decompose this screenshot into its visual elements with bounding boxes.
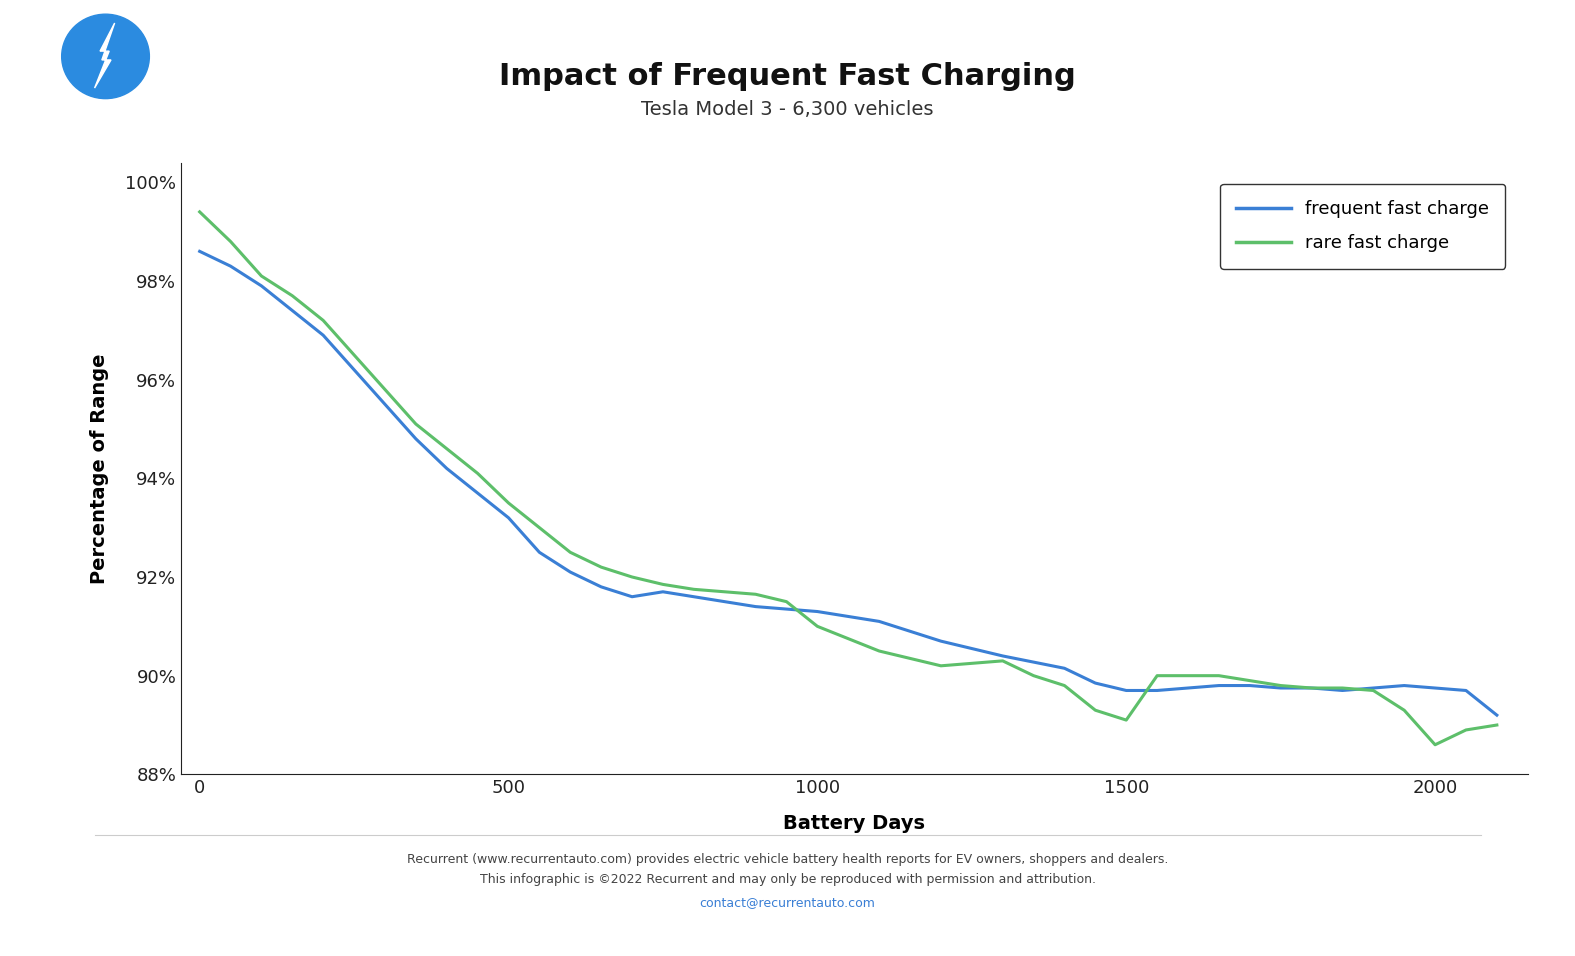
Y-axis label: Percentage of Range: Percentage of Range [90,353,109,584]
Polygon shape [94,23,115,88]
frequent fast charge [1487,709,1506,721]
Circle shape [61,14,150,98]
rare fast charge [1395,705,1414,716]
rare fast charge [654,578,673,590]
frequent fast charge [1148,684,1167,696]
frequent fast charge [1271,683,1290,694]
frequent fast charge [221,260,239,272]
rare fast charge [1024,670,1043,682]
rare fast charge [252,271,271,282]
rare fast charge [1303,683,1321,694]
frequent fast charge [529,547,548,558]
rare fast charge [685,583,704,595]
frequent fast charge [1241,680,1260,691]
rare fast charge [1085,705,1104,716]
rare fast charge [747,589,765,600]
frequent fast charge [808,606,827,618]
frequent fast charge [375,399,394,410]
rare fast charge [1425,739,1444,750]
rare fast charge [1364,684,1383,696]
rare fast charge [529,522,548,533]
rare fast charge [221,236,239,248]
Line: frequent fast charge: frequent fast charge [200,251,1496,715]
frequent fast charge [1457,684,1476,696]
frequent fast charge [561,566,580,577]
frequent fast charge [1332,684,1351,696]
Legend: frequent fast charge, rare fast charge: frequent fast charge, rare fast charge [1221,184,1506,269]
Text: Tesla Model 3 - 6,300 vehicles: Tesla Model 3 - 6,300 vehicles [641,100,934,120]
rare fast charge [313,315,332,326]
frequent fast charge [869,616,888,627]
frequent fast charge [622,591,641,602]
rare fast charge [715,586,734,598]
rare fast charge [1241,675,1260,686]
rare fast charge [375,383,394,395]
frequent fast charge [438,463,457,474]
frequent fast charge [931,636,950,647]
rare fast charge [869,645,888,657]
frequent fast charge [994,650,1013,662]
frequent fast charge [313,330,332,341]
frequent fast charge [776,603,795,615]
frequent fast charge [1055,663,1074,674]
frequent fast charge [1395,680,1414,691]
frequent fast charge [1210,680,1229,691]
frequent fast charge [1364,683,1383,694]
frequent fast charge [685,591,704,602]
frequent fast charge [345,364,364,376]
frequent fast charge [191,246,209,257]
rare fast charge [808,620,827,632]
frequent fast charge [654,586,673,598]
Line: rare fast charge: rare fast charge [200,212,1496,745]
frequent fast charge [499,512,518,524]
rare fast charge [284,290,302,301]
rare fast charge [191,206,209,218]
Text: Recurrent (www.recurrentauto.com) provides electric vehicle battery health repor: Recurrent (www.recurrentauto.com) provid… [406,853,1169,886]
frequent fast charge [252,280,271,292]
rare fast charge [994,655,1013,666]
rare fast charge [592,561,611,573]
rare fast charge [622,572,641,583]
rare fast charge [931,660,950,671]
rare fast charge [1271,680,1290,691]
rare fast charge [1487,719,1506,730]
rare fast charge [468,467,487,479]
frequent fast charge [1178,683,1197,694]
rare fast charge [406,419,425,430]
frequent fast charge [284,305,302,316]
rare fast charge [438,443,457,454]
rare fast charge [1210,670,1229,682]
frequent fast charge [1117,684,1136,696]
rare fast charge [345,349,364,360]
rare fast charge [499,497,518,509]
frequent fast charge [715,596,734,607]
rare fast charge [1055,680,1074,691]
rare fast charge [1117,714,1136,726]
rare fast charge [776,596,795,607]
frequent fast charge [406,433,425,445]
rare fast charge [1148,670,1167,682]
frequent fast charge [1303,683,1321,694]
frequent fast charge [1085,678,1104,689]
X-axis label: Battery Days: Battery Days [783,814,926,833]
frequent fast charge [1425,683,1444,694]
rare fast charge [1332,683,1351,694]
frequent fast charge [747,601,765,613]
frequent fast charge [592,581,611,593]
Text: Impact of Frequent Fast Charging: Impact of Frequent Fast Charging [499,62,1076,91]
rare fast charge [561,547,580,558]
Text: contact@recurrentauto.com: contact@recurrentauto.com [699,896,876,909]
rare fast charge [1178,670,1197,682]
frequent fast charge [468,488,487,499]
rare fast charge [1457,725,1476,736]
